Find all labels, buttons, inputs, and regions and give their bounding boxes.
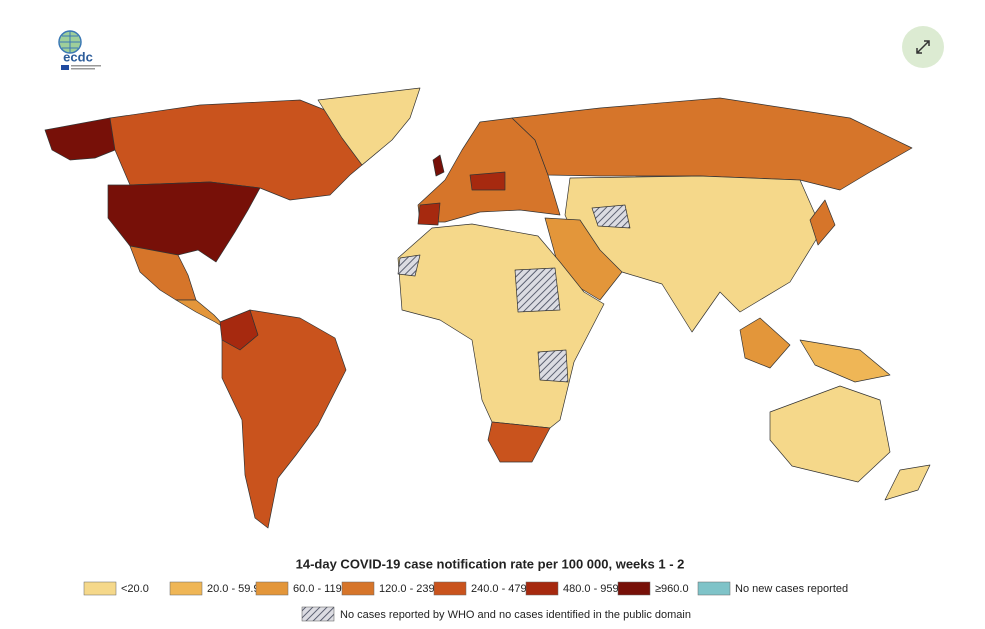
- country: [397, 254, 421, 277]
- legend-label: 120.0 - 239.9: [379, 583, 444, 595]
- expand-button[interactable]: [902, 26, 944, 68]
- world-map: [44, 87, 931, 529]
- legend-label: 60.0 - 119.9: [293, 583, 351, 595]
- country: [221, 309, 347, 529]
- legend-swatch: [83, 581, 117, 596]
- country: [432, 154, 445, 177]
- legend-swatch: [697, 581, 731, 596]
- country: [884, 464, 931, 501]
- country: [799, 339, 891, 383]
- no-data-swatch: [301, 606, 335, 622]
- country: [591, 204, 631, 229]
- country: [514, 267, 561, 313]
- legend-label: ≥960.0: [655, 583, 689, 595]
- country: [469, 171, 506, 191]
- map-title: 14-day COVID-19 case notification rate p…: [296, 556, 685, 571]
- no-data-label: No cases reported by WHO and no cases id…: [340, 609, 691, 621]
- legend-label: 480.0 - 959.9: [563, 583, 628, 595]
- legend-swatch: [525, 581, 559, 596]
- country: [537, 349, 569, 383]
- legend-swatch: [433, 581, 467, 596]
- country: [317, 87, 421, 166]
- legend-swatch: [255, 581, 289, 596]
- legend-swatch: [169, 581, 203, 596]
- country: [809, 199, 836, 246]
- legend-label: 20.0 - 59.9: [207, 583, 260, 595]
- expand-icon: [916, 40, 930, 54]
- country: [487, 421, 551, 463]
- country: [739, 317, 791, 369]
- legend-swatch: [341, 581, 375, 596]
- logo: ecdc: [58, 30, 101, 70]
- country: [107, 181, 261, 263]
- country: [44, 117, 116, 161]
- country: [129, 245, 197, 301]
- country: [417, 202, 441, 226]
- country: [769, 385, 891, 483]
- country: [511, 97, 913, 191]
- logo-text: ecdc: [63, 49, 93, 64]
- legend-label: 240.0 - 479.9: [471, 583, 536, 595]
- legend: <20.0 20.0 - 59.9 60.0 - 119.9 120.0 - 239.…: [83, 581, 848, 596]
- legend-swatch: [617, 581, 651, 596]
- legend-label: <20.0: [121, 583, 149, 595]
- legend-label: No new cases reported: [735, 583, 848, 595]
